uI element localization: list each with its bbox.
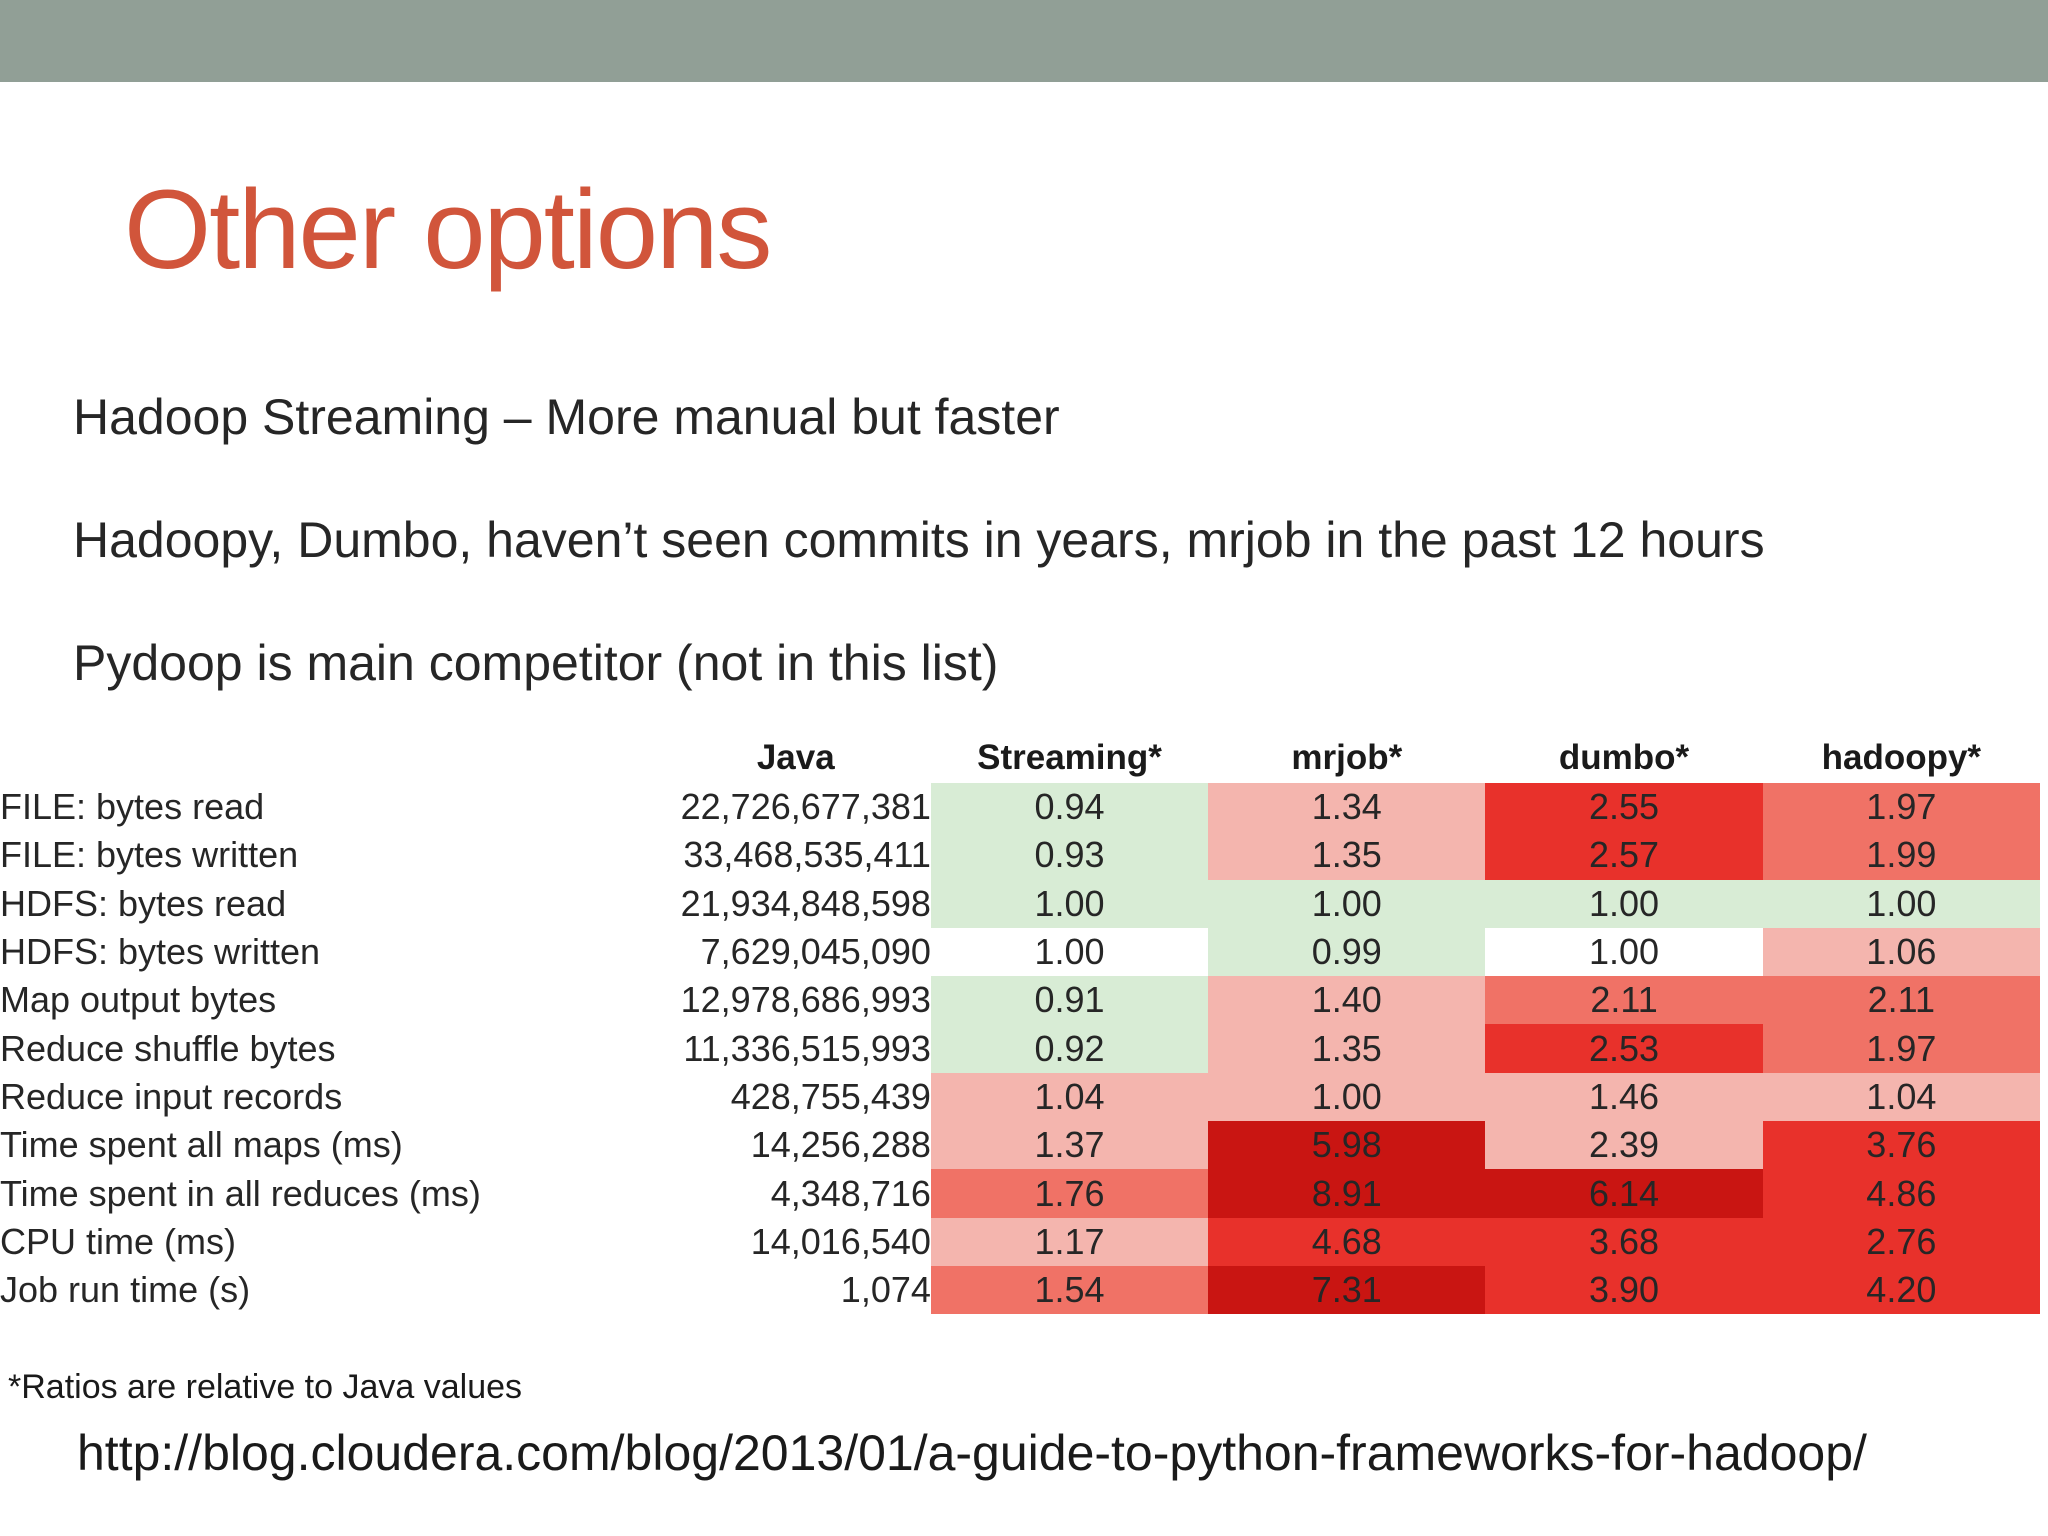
header-mrjob: mrjob* [1291, 738, 1403, 777]
row-label: FILE: bytes read [0, 786, 265, 828]
table-row: HDFS: bytes written 7,629,045,090 1.00 0.99… [0, 927, 2040, 977]
table-row: HDFS: bytes read 21,934,848,598 1.00 1.00 1.… [0, 879, 2040, 928]
table-header-row: Java Streaming* mrjob* dumbo* hadoopy* [0, 733, 2040, 783]
streaming-ratio-cell: 1.76 [930, 1169, 1209, 1218]
dumbo-ratio-cell: 2.57 [1485, 831, 1763, 880]
table-row: Reduce shuffle bytes 11,336,515,993 0.92 1.… [0, 1024, 2040, 1073]
table-row: Job run time (s) 1,074 1.54 7.31 3.90 4.20 [0, 1265, 2040, 1315]
bullet-hadoop-streaming: Hadoop Streaming – More manual but faste… [73, 389, 1060, 445]
bullet-hadoopy-dumbo: Hadoopy, Dumbo, haven’t seen commits in … [73, 512, 1765, 568]
java-value: 14,256,288 [750, 1124, 931, 1166]
dumbo-ratio-cell: 1.46 [1485, 1072, 1763, 1122]
footnote: *Ratios are relative to Java values [8, 1368, 523, 1406]
table-row: CPU time (ms) 14,016,540 1.17 4.68 3.68 2.76 [0, 1217, 2040, 1266]
mrjob-ratio-cell: 0.99 [1208, 927, 1486, 977]
benchmark-table: Java Streaming* mrjob* dumbo* hadoopy* F… [0, 733, 2040, 1315]
mrjob-ratio-cell: 1.00 [1208, 1072, 1486, 1122]
dumbo-ratio-cell: 2.55 [1485, 783, 1763, 832]
mrjob-ratio-cell: 1.34 [1208, 783, 1486, 832]
row-label: FILE: bytes written [0, 834, 299, 876]
dumbo-ratio-cell: 3.90 [1485, 1265, 1763, 1315]
streaming-ratio-cell: 1.17 [930, 1217, 1209, 1266]
java-value: 33,468,535,411 [683, 834, 931, 876]
row-label: HDFS: bytes read [0, 882, 287, 924]
table-row: FILE: bytes written 33,468,535,411 0.93 1.3… [0, 831, 2040, 880]
dumbo-ratio-cell: 6.14 [1485, 1169, 1763, 1218]
slide-title: Other options [124, 167, 772, 292]
java-value: 11,336,515,993 [683, 1027, 931, 1069]
hadoopy-ratio-cell: 3.76 [1762, 1121, 2040, 1170]
dumbo-ratio-cell: 1.00 [1485, 927, 1763, 977]
dumbo-ratio-cell: 2.53 [1485, 1024, 1763, 1073]
hadoopy-ratio-cell: 4.86 [1762, 1169, 2040, 1218]
header-java: Java [756, 738, 835, 777]
hadoopy-ratio-cell: 4.20 [1762, 1265, 2040, 1315]
hadoopy-ratio-cell: 1.97 [1762, 783, 2040, 832]
mrjob-ratio-cell: 4.68 [1208, 1217, 1486, 1266]
row-label: Map output bytes [0, 979, 277, 1021]
mrjob-ratio-cell: 1.35 [1208, 831, 1486, 880]
streaming-ratio-cell: 1.54 [930, 1265, 1209, 1315]
streaming-ratio-cell: 1.37 [930, 1121, 1209, 1170]
dumbo-ratio-cell: 2.11 [1485, 976, 1763, 1025]
header-dumbo: dumbo* [1558, 738, 1690, 777]
mrjob-ratio-cell: 1.35 [1208, 1024, 1486, 1073]
dumbo-ratio-cell: 3.68 [1485, 1217, 1763, 1266]
header-streaming: Streaming* [977, 738, 1162, 777]
hadoopy-ratio-cell: 1.97 [1762, 1024, 2040, 1073]
top-banner [0, 0, 2048, 82]
bullet-pydoop: Pydoop is main competitor (not in this l… [73, 635, 999, 691]
mrjob-ratio-cell: 8.91 [1208, 1169, 1486, 1218]
java-value: 428,755,439 [730, 1075, 931, 1117]
row-label: Reduce shuffle bytes [0, 1027, 336, 1069]
mrjob-ratio-cell: 5.98 [1208, 1121, 1486, 1170]
header-hadoopy: hadoopy* [1821, 738, 1982, 777]
dumbo-ratio-cell: 1.00 [1485, 879, 1763, 928]
java-value: 1,074 [840, 1269, 931, 1311]
java-value: 12,978,686,993 [680, 979, 931, 1021]
streaming-ratio-cell: 1.00 [930, 879, 1209, 928]
row-label: Job run time (s) [0, 1269, 251, 1311]
streaming-ratio-cell: 0.93 [930, 831, 1209, 880]
table-row: Time spent in all reduces (ms) 4,348,716 1… [0, 1169, 2040, 1218]
dumbo-ratio-cell: 2.39 [1485, 1121, 1763, 1170]
benchmark-table-container: Java Streaming* mrjob* dumbo* hadoopy* F… [0, 733, 2040, 1315]
streaming-ratio-cell: 0.91 [930, 976, 1209, 1025]
table-body: FILE: bytes read 22,726,677,381 0.94 1.34 2.… [0, 783, 2040, 1315]
source-link[interactable]: http://blog.cloudera.com/blog/2013/01/a-… [77, 1425, 1867, 1481]
streaming-ratio-cell: 1.04 [930, 1072, 1209, 1122]
streaming-ratio-cell: 0.92 [930, 1024, 1209, 1073]
streaming-ratio-cell: 0.94 [930, 783, 1209, 832]
java-value: 4,348,716 [770, 1172, 931, 1214]
table-row: FILE: bytes read 22,726,677,381 0.94 1.34 2.… [0, 783, 2040, 832]
mrjob-ratio-cell: 1.40 [1208, 976, 1486, 1025]
row-label: Time spent in all reduces (ms) [0, 1172, 481, 1214]
row-label: HDFS: bytes written [0, 931, 321, 973]
hadoopy-ratio-cell: 1.06 [1762, 927, 2040, 977]
java-value: 22,726,677,381 [680, 786, 931, 828]
hadoopy-ratio-cell: 1.04 [1762, 1072, 2040, 1122]
table-row: Map output bytes 12,978,686,993 0.91 1.40 2.… [0, 976, 2040, 1025]
row-label: Time spent all maps (ms) [0, 1124, 403, 1166]
streaming-ratio-cell: 1.00 [930, 927, 1209, 977]
row-label: CPU time (ms) [0, 1220, 236, 1262]
hadoopy-ratio-cell: 2.11 [1762, 976, 2040, 1025]
mrjob-ratio-cell: 1.00 [1208, 879, 1486, 928]
table-row: Reduce input records 428,755,439 1.04 1.00 1… [0, 1072, 2040, 1122]
hadoopy-ratio-cell: 1.99 [1762, 831, 2040, 880]
java-value: 7,629,045,090 [700, 931, 931, 973]
table-row: Time spent all maps (ms) 14,256,288 1.37 5.… [0, 1121, 2040, 1170]
row-label: Reduce input records [0, 1075, 343, 1117]
hadoopy-ratio-cell: 1.00 [1762, 879, 2040, 928]
header-metric [0, 733, 661, 783]
hadoopy-ratio-cell: 2.76 [1762, 1217, 2040, 1266]
java-value: 14,016,540 [750, 1220, 931, 1262]
mrjob-ratio-cell: 7.31 [1208, 1265, 1486, 1315]
java-value: 21,934,848,598 [680, 882, 931, 924]
